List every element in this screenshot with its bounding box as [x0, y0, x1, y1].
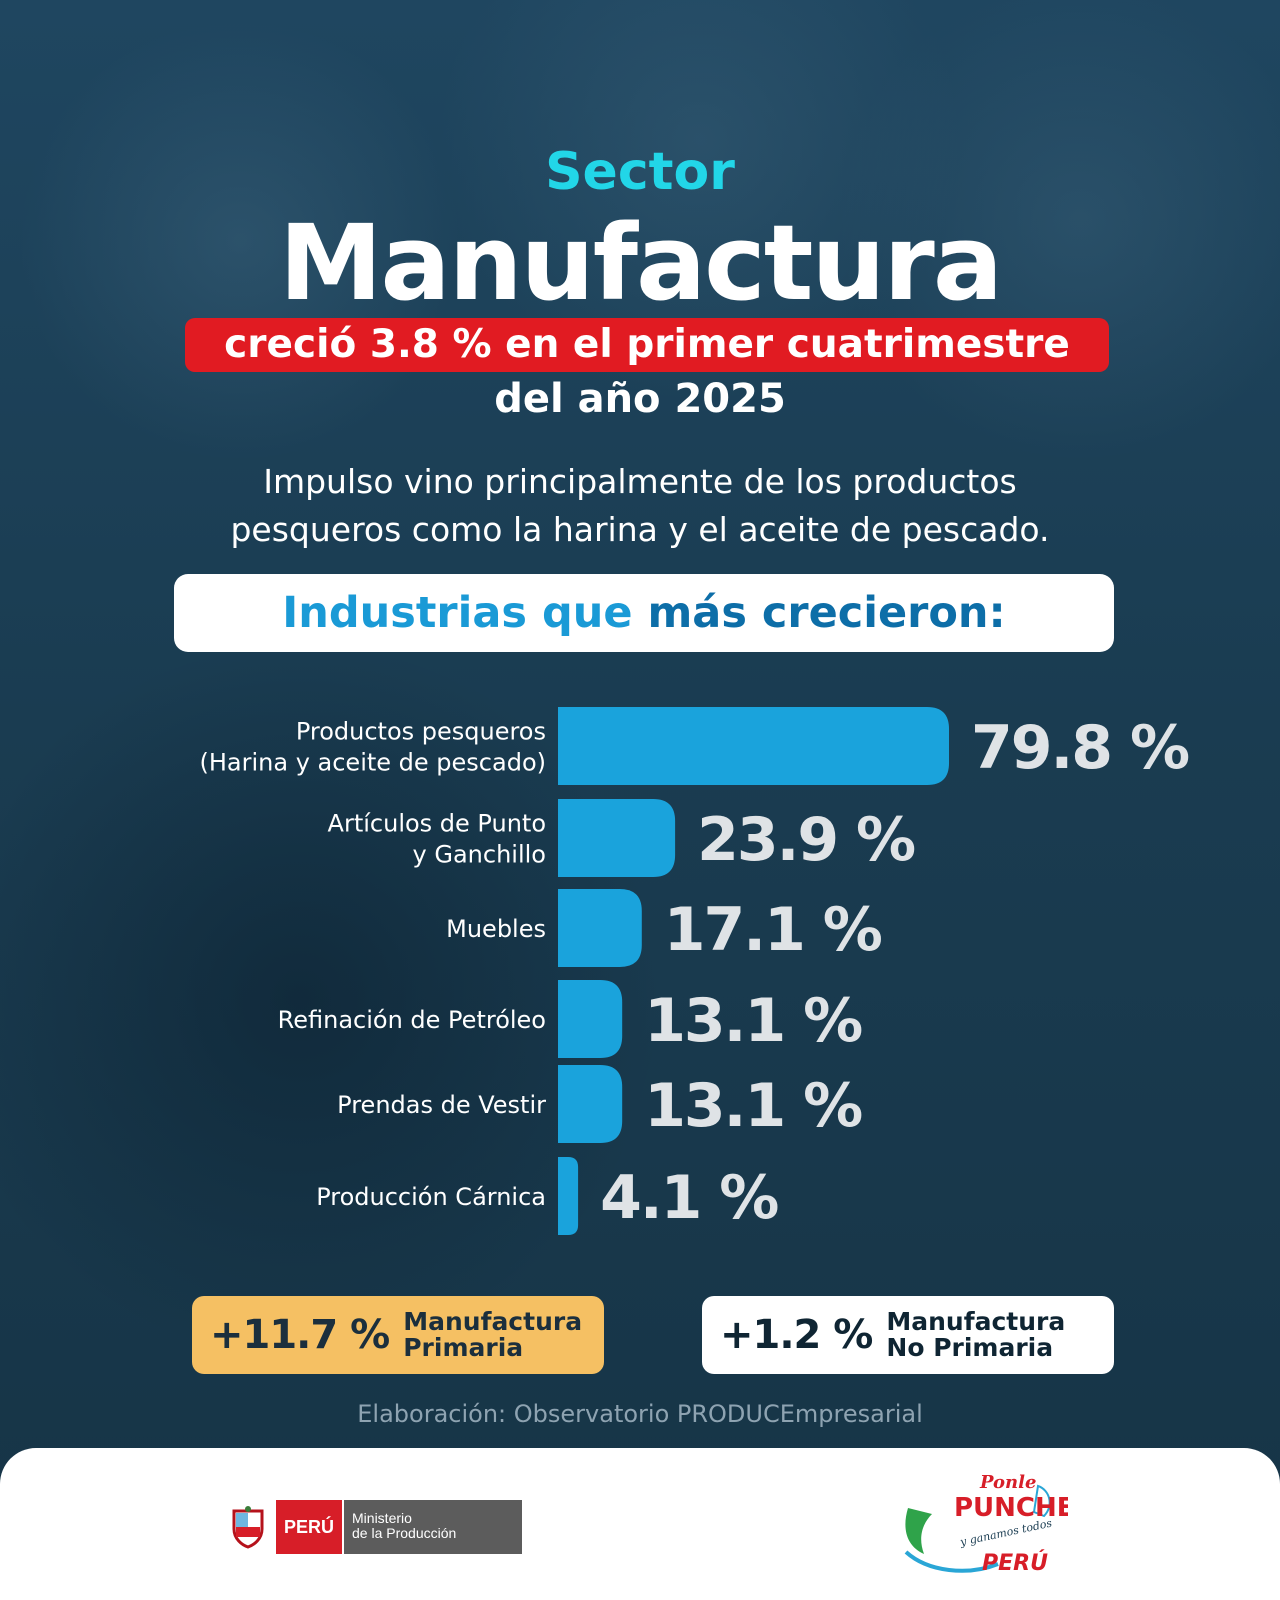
- category-label-1-line-1: y Ganchillo: [413, 841, 546, 869]
- punche-word-4: PERÚ: [982, 1550, 1048, 1576]
- bar-5: [558, 1157, 579, 1235]
- swoosh-icon: [904, 1550, 999, 1573]
- description-line-1: Impulso vino principalmente de los produ…: [263, 462, 1017, 501]
- bar-value-label-1: 23.9 %: [697, 805, 915, 875]
- punche-word-1: Ponle: [979, 1472, 1036, 1493]
- source-credit: Elaboración: Observatorio PRODUCEmpresar…: [357, 1400, 923, 1428]
- category-label-0-line-0: Productos pesqueros: [296, 718, 546, 746]
- punche-word-2: PUNCHE: [954, 1493, 1068, 1523]
- summary-primary-card: +11.7 % Manufactura Primaria: [192, 1296, 604, 1374]
- category-label-4-line-0: Prendas de Vestir: [337, 1091, 546, 1119]
- bar-4: [558, 1065, 623, 1143]
- summary-primary-label-line1: Manufactura: [403, 1307, 583, 1336]
- bar-value-label-4: 13.1 %: [644, 1071, 862, 1141]
- industries-heading: Industrias que más crecieron:: [174, 574, 1114, 652]
- growth-banner: creció 3.8 % en el primer cuatrimestre: [185, 318, 1109, 372]
- title-sector-label: Sector: [545, 142, 735, 202]
- ministry-logo: PERÚ Ministerio de la Producción: [228, 1500, 523, 1554]
- bar-3: [558, 980, 623, 1058]
- bar-value-label-0: 79.8 %: [971, 713, 1189, 783]
- summary-primary-label-line2: Primaria: [403, 1333, 524, 1362]
- category-label-0-line-1: (Harina y aceite de pescado): [200, 749, 547, 777]
- ministry-name: Ministerio de la Producción: [342, 1500, 523, 1554]
- category-label-5-line-0: Producción Cárnica: [316, 1183, 546, 1211]
- description: Impulso vino principalmente de los produ…: [0, 458, 1280, 554]
- category-label-3-line-0: Refinación de Petróleo: [278, 1006, 546, 1034]
- category-label-2-line-0: Muebles: [446, 915, 546, 943]
- footer: PERÚ Ministerio de la Producción Ponle P…: [0, 1448, 1280, 1600]
- page-title: Manufactura: [278, 202, 1003, 324]
- bar-1: [558, 799, 676, 877]
- summary-non-primary-value: +1.2 %: [720, 1312, 873, 1358]
- fist-icon: [1032, 1484, 1051, 1518]
- industries-heading-part1: Industrias que: [282, 588, 648, 638]
- summary-non-primary-label-line1: Manufactura: [886, 1307, 1066, 1336]
- description-line-2: pesqueros como la harina y el aceite de …: [230, 510, 1050, 549]
- summary-primary-value: +11.7 %: [210, 1312, 390, 1358]
- summary-non-primary-label: Manufactura No Primaria: [886, 1309, 1065, 1361]
- national-shield-icon: [232, 1506, 264, 1549]
- category-label-1-line-0: Artículos de Punto: [328, 810, 546, 838]
- peru-wordmark: PERÚ: [276, 1500, 343, 1554]
- bar-0: [558, 707, 950, 785]
- year-line: del año 2025: [494, 376, 786, 422]
- summary-non-primary-card: +1.2 % Manufactura No Primaria: [702, 1296, 1114, 1374]
- bar-value-label-5: 4.1 %: [600, 1163, 778, 1233]
- ministry-name-line2: de la Producción: [352, 1525, 457, 1541]
- bar-2: [558, 889, 642, 967]
- summary-non-primary-label-line2: No Primaria: [886, 1333, 1054, 1362]
- bar-value-label-2: 17.1 %: [664, 895, 882, 965]
- industries-heading-part2: más crecieron:: [647, 588, 1006, 638]
- ministry-name-line1: Ministerio: [352, 1510, 412, 1526]
- summary-primary-label: Manufactura Primaria: [403, 1309, 582, 1361]
- bar-value-label-3: 13.1 %: [644, 986, 862, 1056]
- ponle-punche-logo: Ponle PUNCHE y ganamos todos PERÚ: [904, 1472, 1068, 1576]
- peru-map-shape: [905, 1508, 932, 1554]
